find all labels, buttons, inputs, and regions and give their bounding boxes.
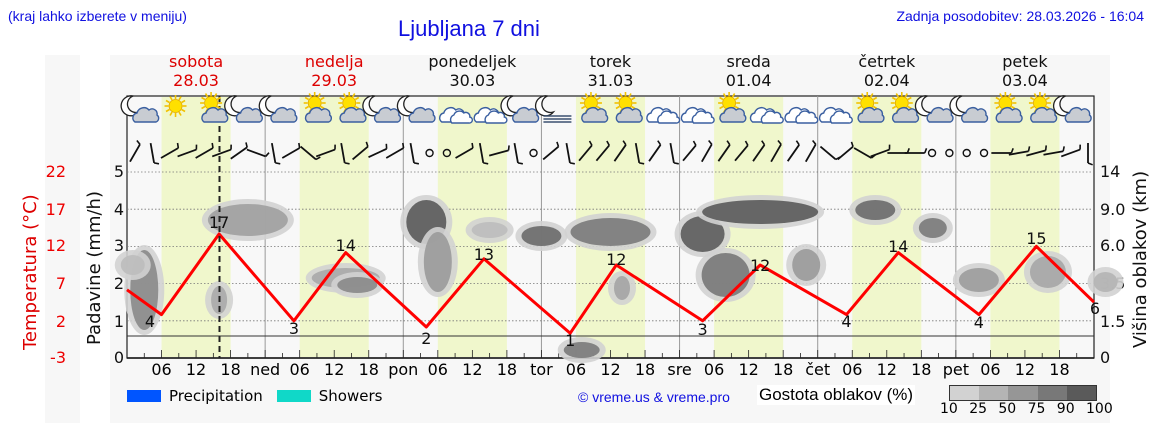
svg-text:14: 14 [336,236,356,255]
svg-text:13: 13 [474,245,494,264]
density-swatch [1067,386,1096,400]
x-tick-label: 18 [1039,360,1079,379]
svg-text:15: 15 [1026,229,1046,248]
svg-text:12: 12 [750,256,770,275]
cloud-density-scale [949,385,1097,401]
density-swatch [1038,386,1067,400]
svg-text:12: 12 [606,250,626,269]
legend-showers: Showers [319,387,383,405]
density-label: 100 [1086,401,1113,417]
density-swatch [979,386,1008,400]
svg-text:4: 4 [974,313,984,332]
svg-text:2: 2 [421,329,431,348]
density-label: 25 [969,401,987,417]
density-label: 10 [940,401,958,417]
density-label: 90 [1057,401,1075,417]
svg-text:1: 1 [565,331,575,350]
svg-text:3: 3 [289,319,299,338]
svg-text:14: 14 [888,237,908,256]
svg-text:4: 4 [145,312,155,331]
precipitation-swatch [127,390,161,402]
credit-link[interactable]: © vreme.us & vreme.pro [578,389,730,405]
density-swatch [1008,386,1037,400]
legend: Precipitation Showers [127,387,382,405]
svg-text:6: 6 [1090,299,1100,318]
svg-text:4: 4 [841,312,851,331]
svg-text:3: 3 [698,320,708,339]
cloud-density-label: Gostota oblakov (%) [757,385,915,405]
legend-precipitation: Precipitation [169,387,263,405]
density-swatch [950,386,979,400]
density-label: 75 [1028,401,1046,417]
showers-swatch [277,390,311,402]
density-label: 50 [998,401,1016,417]
